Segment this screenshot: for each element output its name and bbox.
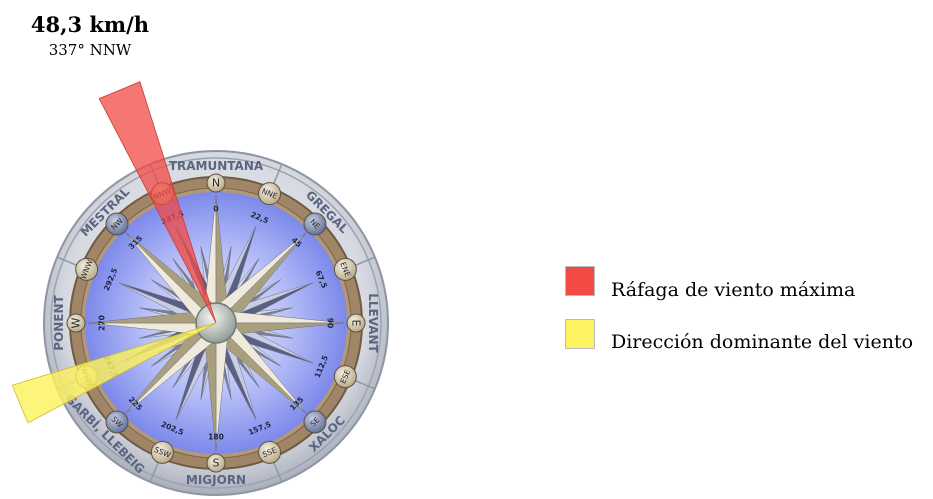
degree-label: 90	[326, 318, 335, 328]
direction-badge	[333, 257, 357, 281]
direction-badges: NNNENEENEEESESESSESSSWSWWSWWWNWNWNNW	[66, 173, 366, 473]
dominant-wind-wedge	[11, 322, 217, 424]
direction-abbr: S	[213, 457, 220, 470]
direction-badge	[206, 173, 226, 193]
direction-badge	[346, 313, 366, 333]
direction-badge	[66, 313, 86, 333]
direction-badge	[206, 453, 226, 473]
degree-label: 270	[98, 315, 107, 331]
legend-gust-label: Ráfaga de viento máxima	[611, 279, 856, 301]
direction-badge	[303, 212, 327, 236]
degree-label: 180	[208, 433, 224, 442]
legend-dominant-swatch	[565, 319, 595, 349]
direction-abbr: E	[350, 320, 363, 327]
direction-badge	[333, 365, 357, 389]
max-gust-wedge	[98, 81, 217, 324]
direction-badge	[105, 212, 129, 236]
wind-name-label: PONENT	[52, 294, 66, 350]
max-gust-speed: 48,3 km/h	[30, 12, 150, 37]
direction-badge	[75, 257, 99, 281]
legend-dominant-label: Dirección dominante del viento	[611, 331, 914, 353]
max-gust-direction: 337° NNW	[48, 41, 132, 59]
direction-badge	[258, 182, 282, 206]
direction-badge	[150, 440, 174, 464]
direction-badge	[303, 410, 327, 434]
degree-label: 0	[213, 205, 218, 214]
direction-badge	[258, 440, 282, 464]
direction-abbr: N	[212, 177, 220, 190]
wind-name-label: LLEVANT	[366, 293, 380, 353]
direction-badge	[105, 410, 129, 434]
wind-name-label: TRAMUNTANA	[169, 159, 264, 173]
compass-outer-edge	[50, 157, 382, 489]
direction-abbr: W	[70, 317, 83, 328]
legend-gust-swatch	[565, 266, 595, 296]
wind-name-label: MIGJORN	[186, 473, 246, 487]
